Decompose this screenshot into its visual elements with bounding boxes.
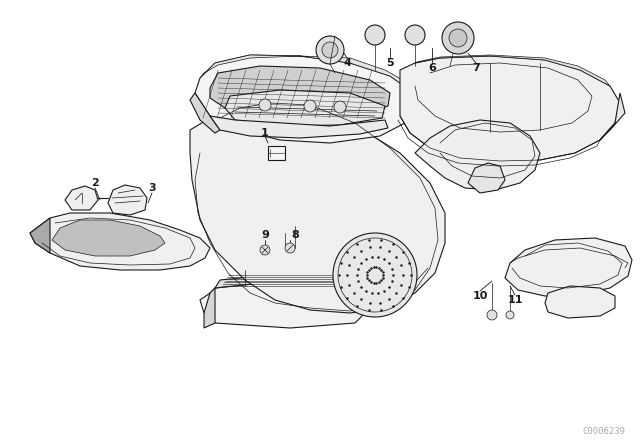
Circle shape [405, 25, 425, 45]
Polygon shape [415, 120, 540, 190]
Text: 1: 1 [261, 128, 269, 138]
Polygon shape [505, 238, 632, 296]
Text: 3: 3 [148, 183, 156, 193]
Polygon shape [190, 93, 220, 133]
Circle shape [322, 42, 338, 58]
Polygon shape [268, 146, 285, 160]
Text: 2: 2 [91, 178, 99, 188]
Circle shape [304, 100, 316, 112]
Polygon shape [30, 213, 210, 270]
Circle shape [442, 22, 474, 54]
Text: C0006239: C0006239 [582, 427, 625, 436]
Circle shape [285, 243, 295, 253]
Circle shape [365, 25, 385, 45]
Polygon shape [415, 55, 610, 86]
Polygon shape [30, 218, 50, 253]
Circle shape [334, 101, 346, 113]
Text: 11: 11 [508, 295, 523, 305]
Circle shape [449, 29, 467, 47]
Circle shape [260, 245, 270, 255]
Circle shape [487, 310, 497, 320]
Polygon shape [200, 280, 370, 328]
Polygon shape [52, 220, 165, 256]
Polygon shape [108, 185, 147, 215]
Polygon shape [65, 186, 98, 210]
Circle shape [316, 36, 344, 64]
Polygon shape [215, 273, 365, 293]
Polygon shape [200, 55, 410, 90]
Circle shape [259, 99, 271, 111]
Polygon shape [210, 116, 388, 138]
Circle shape [506, 311, 514, 319]
Text: 10: 10 [472, 291, 488, 301]
Text: 5: 5 [386, 58, 394, 68]
Polygon shape [190, 108, 445, 313]
Polygon shape [545, 286, 615, 318]
Polygon shape [468, 163, 505, 193]
Text: 8: 8 [291, 230, 299, 240]
Text: 4: 4 [343, 58, 351, 68]
Polygon shape [195, 55, 415, 143]
Polygon shape [225, 90, 385, 126]
Text: 9: 9 [261, 230, 269, 240]
Text: 7: 7 [472, 63, 480, 73]
Polygon shape [210, 66, 390, 120]
Polygon shape [400, 56, 620, 161]
Circle shape [333, 233, 417, 317]
Text: 6: 6 [428, 63, 436, 73]
Polygon shape [600, 93, 625, 140]
Polygon shape [204, 288, 215, 328]
